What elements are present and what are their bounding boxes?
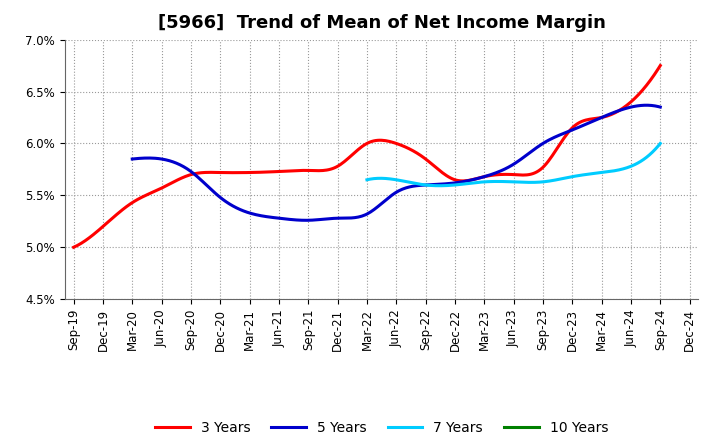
Line: 5 Years: 5 Years [132, 105, 660, 220]
5 Years [608, 110, 617, 116]
5 Years [642, 103, 650, 108]
5 Years [130, 156, 138, 161]
7 Years [656, 141, 665, 146]
3 Years [69, 245, 78, 250]
7 Years [364, 177, 372, 182]
3 Years [418, 154, 427, 160]
3 Years [564, 130, 572, 135]
7 Years [629, 162, 638, 168]
3 Years [71, 244, 80, 249]
7 Years [363, 177, 372, 183]
Line: 3 Years: 3 Years [73, 66, 660, 247]
3 Years [417, 153, 426, 158]
7 Years [435, 183, 444, 188]
Line: 7 Years: 7 Years [367, 143, 660, 186]
3 Years [656, 63, 665, 68]
5 Years [453, 180, 462, 185]
5 Years [128, 156, 137, 161]
Title: [5966]  Trend of Mean of Net Income Margin: [5966] Trend of Mean of Net Income Margi… [158, 15, 606, 33]
5 Years [442, 181, 451, 187]
7 Years [539, 179, 547, 184]
7 Years [537, 180, 546, 185]
3 Years [601, 114, 610, 119]
7 Years [611, 168, 619, 173]
5 Years [301, 218, 310, 223]
7 Years [543, 179, 552, 184]
5 Years [575, 125, 583, 130]
Legend: 3 Years, 5 Years, 7 Years, 10 Years: 3 Years, 5 Years, 7 Years, 10 Years [150, 415, 613, 440]
3 Years [428, 162, 437, 167]
5 Years [444, 181, 453, 186]
5 Years [656, 104, 665, 110]
